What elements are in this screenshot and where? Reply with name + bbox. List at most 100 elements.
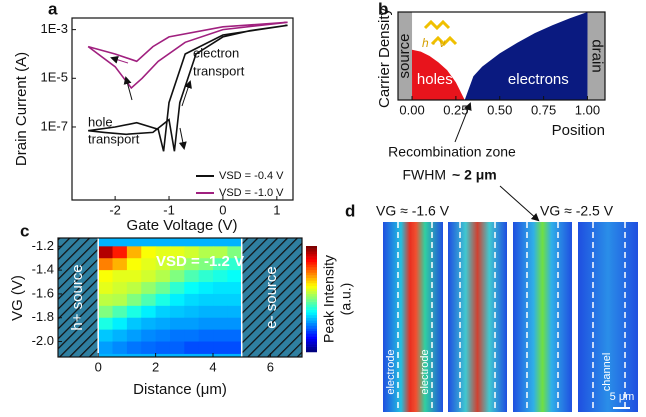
heat-cell (126, 317, 142, 331)
colorbar-step (306, 349, 317, 353)
heat-cell (227, 246, 243, 259)
annotation: h+ source (69, 264, 86, 330)
image (448, 222, 507, 412)
y-tick-label: -2.0 (32, 333, 54, 348)
photon (423, 19, 458, 47)
colorbar-step (306, 328, 317, 332)
colorbar-label: Peak Intensity (321, 255, 337, 343)
legend-label: VSD = -0.4 V (219, 170, 284, 182)
colorbar-step (306, 309, 317, 313)
heat-cell (98, 317, 114, 331)
image (383, 222, 443, 412)
heat-cell (213, 270, 228, 283)
colorbar-step (306, 275, 317, 279)
data-area (464, 12, 588, 100)
heat-cell (141, 341, 157, 354)
heat-cell (155, 282, 171, 295)
data-line (87, 21, 288, 90)
annotation: hole (88, 114, 113, 129)
annotation: VG ≈ -1.6 V (376, 203, 450, 219)
heat-cell (112, 329, 128, 343)
heat-cell (126, 282, 142, 295)
heat-cell (184, 317, 200, 331)
heat-cell (112, 305, 128, 319)
y-tick-label: -1.4 (32, 262, 54, 277)
annotation: Recombination zone (388, 144, 516, 160)
colorbar-step (306, 261, 317, 265)
x-tick-label: 1.00 (575, 102, 600, 117)
heat-cell (155, 270, 171, 283)
heat-cell (184, 305, 200, 319)
annotation: transport (193, 63, 245, 78)
colorbar-step (306, 333, 317, 337)
colorbar-step (306, 317, 317, 321)
heat-cell (126, 258, 142, 271)
heat-cell (169, 317, 185, 331)
x-tick-label: 0.25 (443, 102, 468, 117)
heat-cell (184, 270, 200, 283)
colorbar-step (306, 277, 317, 281)
y-tick-label: 1E-5 (41, 70, 68, 85)
y-tick-label: -1.8 (32, 309, 54, 324)
heat-cell (184, 293, 200, 307)
panel-label: d (345, 201, 355, 220)
heat-cell (112, 246, 128, 259)
heat-cell (169, 270, 185, 283)
heat-cell (198, 341, 214, 354)
panel-d-images (383, 185, 638, 412)
x-tick-label: 4 (209, 359, 216, 374)
colorbar-step (306, 341, 317, 345)
heat-cell (184, 282, 200, 295)
colorbar-step (306, 299, 317, 302)
colorbar-step (306, 251, 317, 255)
heat-cell (126, 341, 142, 354)
y-axis-label: Carrier Density (376, 7, 393, 108)
colorbar-step (306, 338, 317, 342)
region-label: source (396, 33, 413, 78)
heat-cell (126, 329, 142, 343)
x-tick-label: -2 (109, 202, 121, 217)
heat-cell (155, 305, 171, 319)
heat-cell (169, 258, 185, 271)
x-tick-label: 2 (152, 359, 159, 374)
heat-cell (198, 282, 214, 295)
heat-cell (126, 293, 142, 307)
heat-cell (98, 282, 114, 295)
heat-cell (98, 341, 114, 354)
x-tick-label: 0 (95, 359, 102, 374)
colorbar-step (306, 264, 317, 268)
heat-cell (213, 341, 228, 354)
colorbar-step (306, 267, 317, 271)
heat-cell (198, 246, 214, 259)
plot-frame (397, 11, 606, 101)
image-label: electrode (419, 349, 431, 394)
colorbar-step (306, 306, 317, 310)
x-tick-label: 1 (273, 202, 280, 217)
heat-cell (141, 293, 157, 307)
heat-cell (112, 317, 128, 331)
heat-cell (112, 258, 128, 271)
image-label: electrode (385, 349, 397, 394)
heat-cell (169, 341, 185, 354)
heat-cell (112, 293, 128, 307)
heat-cell (98, 293, 114, 307)
series-label: holes (417, 71, 453, 88)
heat-cell (112, 282, 128, 295)
heat-cell (227, 329, 243, 343)
colorbar-step (306, 346, 317, 350)
heat-cell (141, 270, 157, 283)
hatch-region (241, 238, 302, 357)
colorbar-step (306, 312, 317, 316)
x-tick-label: 0 (219, 202, 226, 217)
arrow (110, 55, 129, 64)
heat-cell (227, 258, 243, 271)
heat-cell (126, 305, 142, 319)
colorbar-step (306, 288, 317, 292)
colorbar-step (306, 256, 317, 260)
heat-cell (227, 270, 243, 283)
heat-cell (155, 317, 171, 331)
colorbar-step (306, 272, 317, 276)
heat-cell (112, 341, 128, 354)
scale-label: 5 μm (610, 391, 635, 403)
data-line (88, 24, 288, 152)
